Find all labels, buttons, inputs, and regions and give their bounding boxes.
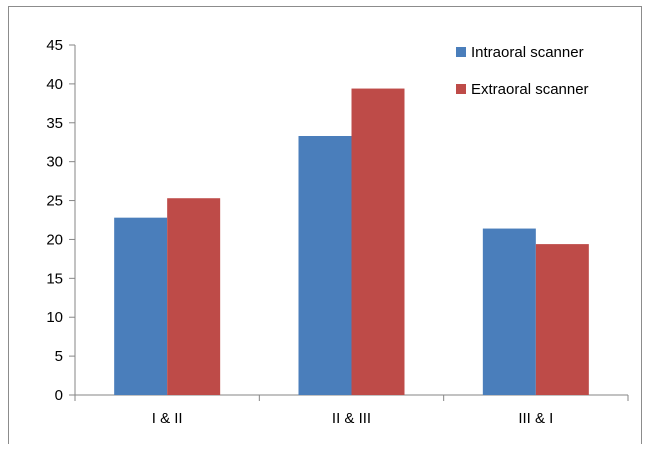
bar-extraoral-1 <box>351 88 405 396</box>
x-tick-label: III & I <box>518 410 553 427</box>
x-tick-label: I & II <box>152 410 183 427</box>
x-axis: I & II II & III III & I <box>74 394 629 427</box>
y-axis: 0 5 10 15 20 25 30 35 40 45 <box>46 37 76 404</box>
bar-intraoral-2 <box>482 228 536 395</box>
bar-intraoral-0 <box>114 217 168 395</box>
legend-label: Extraoral scanner <box>471 81 589 98</box>
y-tick-label: 25 <box>46 193 63 210</box>
legend-swatch <box>456 47 466 57</box>
y-tick-label: 35 <box>46 115 63 132</box>
bar-intraoral-1 <box>298 136 352 395</box>
y-tick-label: 15 <box>46 270 63 287</box>
y-tick-label: 40 <box>46 76 63 93</box>
y-tick-label: 20 <box>46 231 63 248</box>
bars <box>114 88 589 396</box>
y-tick-label: 30 <box>46 154 63 171</box>
bar-extraoral-0 <box>167 198 221 395</box>
x-tick-label: II & III <box>332 410 371 427</box>
bar-extraoral-2 <box>535 244 589 395</box>
y-tick-label: 5 <box>55 348 63 365</box>
legend: Intraoral scanner Extraoral scanner <box>456 44 589 98</box>
y-tick-label: 0 <box>55 387 63 404</box>
y-tick-label: 45 <box>46 37 63 54</box>
legend-label: Intraoral scanner <box>471 44 584 61</box>
y-tick-label: 10 <box>46 309 63 326</box>
legend-swatch <box>456 84 466 94</box>
